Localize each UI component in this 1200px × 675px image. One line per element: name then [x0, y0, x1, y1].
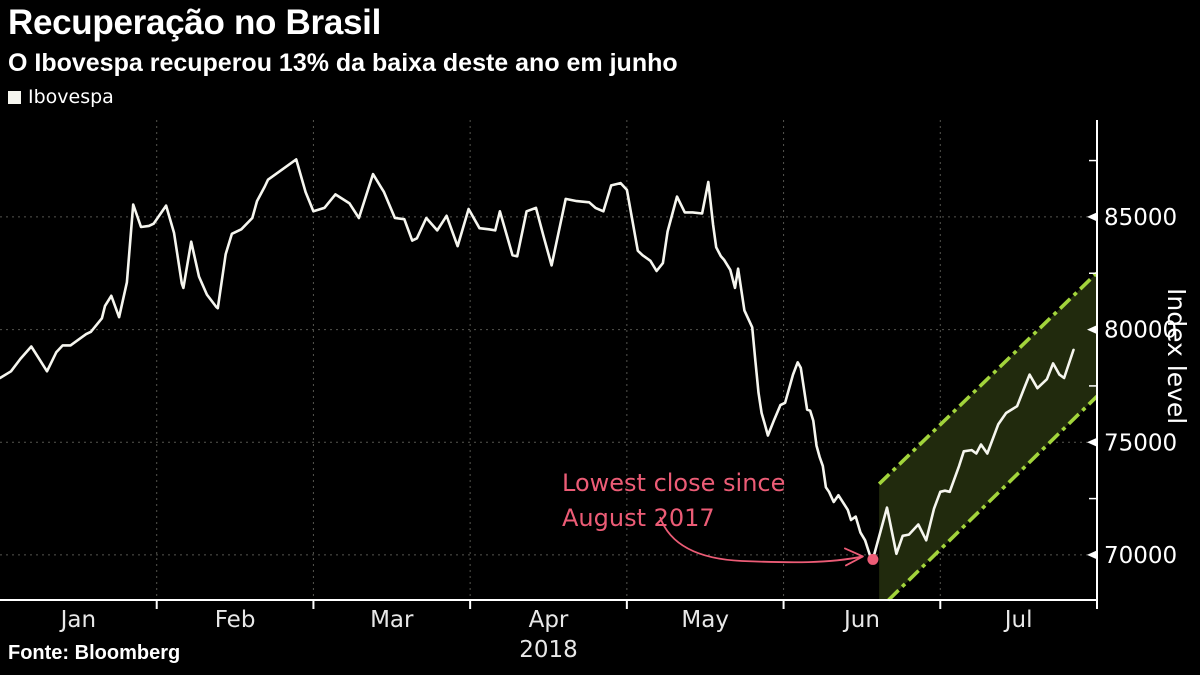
svg-text:Jun: Jun	[842, 607, 880, 633]
lowest-close-dot	[867, 553, 879, 565]
trend-channel	[877, 271, 1099, 602]
svg-text:May: May	[681, 607, 729, 633]
legend-label: Ibovespa	[28, 86, 114, 108]
ibovespa-line	[0, 158, 1075, 561]
svg-text:Jul: Jul	[1003, 607, 1033, 633]
legend-swatch-icon	[8, 90, 21, 104]
x-gridlines	[156, 120, 941, 600]
svg-text:Apr: Apr	[529, 607, 569, 633]
svg-text:70000: 70000	[1104, 543, 1177, 569]
x-axis-year-label: 2018	[519, 637, 578, 663]
x-tick-labels: Jan Feb Mar Apr May Jun Jul 2018	[59, 607, 1033, 663]
source-note: Fonte: Bloomberg	[8, 642, 181, 664]
axes	[0, 120, 1098, 601]
y-axis-ticks: 70000 75000 80000 85000	[1087, 159, 1177, 569]
svg-text:Mar: Mar	[370, 607, 414, 633]
x-axis-ticks	[155, 600, 1098, 609]
annotation-arrow	[659, 516, 864, 567]
y-axis-title: Index level	[1162, 288, 1191, 425]
svg-text:85000: 85000	[1104, 205, 1177, 231]
page-subtitle: O Ibovespa recuperou 13% da baixa deste …	[8, 49, 678, 77]
svg-text:Jan: Jan	[59, 607, 96, 633]
svg-text:Feb: Feb	[215, 607, 256, 633]
annotation-lowest-close: Lowest close since August 2017	[562, 466, 785, 536]
annotation-line-2: August 2017	[562, 504, 715, 532]
legend: Ibovespa	[8, 86, 114, 108]
svg-text:80000: 80000	[1104, 318, 1177, 344]
page-title: Recuperação no Brasil	[8, 3, 382, 42]
svg-text:75000: 75000	[1104, 430, 1177, 456]
annotation-line-1: Lowest close since	[562, 469, 786, 497]
